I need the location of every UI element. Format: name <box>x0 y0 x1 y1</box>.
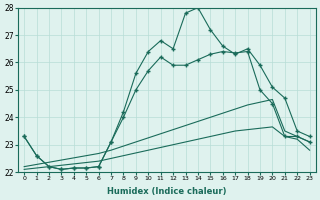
X-axis label: Humidex (Indice chaleur): Humidex (Indice chaleur) <box>107 187 227 196</box>
